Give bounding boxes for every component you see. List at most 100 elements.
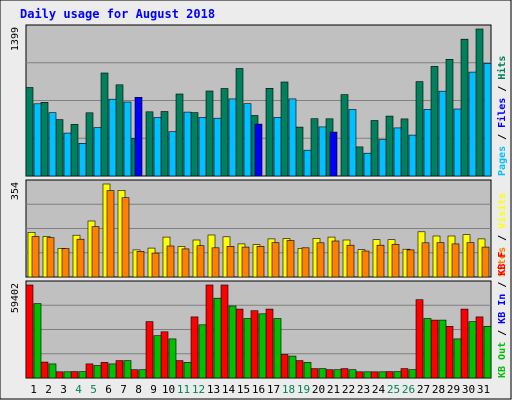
bar-sites-day-4 [76, 238, 85, 278]
bar-hits-day-13 [205, 90, 214, 177]
bar-kb-out-day-15 [243, 318, 252, 379]
bar-kb-out-day-11 [183, 362, 192, 379]
x-tick-label-day-27: 27 [417, 383, 430, 396]
bar-hits-day-29 [445, 58, 454, 177]
bar-sites-day-22 [346, 244, 355, 278]
y-axis-max-label: 59402 [10, 283, 21, 313]
bar-kb-out-day-30 [468, 321, 477, 379]
bar-pages-day-9 [153, 117, 162, 177]
legend-entry-kb-f: KB F [497, 252, 508, 276]
bar-kb-out-day-16 [258, 313, 267, 379]
bar-kb-out-day-6 [108, 363, 117, 379]
series-hits [25, 28, 484, 177]
x-tick-label-day-17: 17 [267, 383, 280, 396]
bar-sites-day-23 [361, 250, 370, 278]
bar-kb-f-day-13 [205, 284, 214, 379]
bar-kb-f-day-25 [385, 371, 394, 379]
bar-kb-out-day-2 [48, 363, 57, 379]
x-tick-label-day-28: 28 [432, 383, 445, 396]
bar-kb-f-day-24 [370, 371, 379, 379]
legend-separator: / [497, 80, 508, 98]
bar-pages-day-28 [438, 90, 447, 177]
x-tick-label-day-20: 20 [312, 383, 325, 396]
bar-kb-out-day-26 [408, 369, 417, 379]
bar-kb-out-day-9 [153, 335, 162, 379]
bar-sites-day-2 [46, 237, 55, 278]
bar-pages-day-31 [483, 63, 492, 177]
bar-files-day-21 [329, 131, 338, 177]
bar-kb-out-day-4 [78, 371, 87, 379]
bar-sites-day-28 [436, 242, 445, 278]
bar-pages-day-22 [348, 109, 357, 177]
x-tick-label-day-7: 7 [120, 383, 127, 396]
x-tick-label-day-19: 19 [297, 383, 310, 396]
bar-sites-day-19 [301, 247, 310, 278]
x-tick-label-day-25: 25 [387, 383, 400, 396]
bar-pages-day-14 [228, 98, 237, 177]
bar-pages-day-19 [303, 149, 312, 177]
bar-pages-day-23 [363, 152, 372, 177]
bar-kb-f-day-6 [100, 362, 109, 379]
bar-kb-out-day-21 [333, 369, 342, 379]
x-tick-label-day-1: 1 [30, 383, 37, 396]
bar-kb-f-day-30 [460, 308, 469, 379]
legend-entry-visits: Visits [496, 193, 508, 229]
bar-kb-out-day-27 [423, 318, 432, 379]
bar-kb-out-day-7 [123, 360, 132, 379]
bar-sites-day-9 [151, 252, 160, 278]
x-tick-label-day-26: 26 [402, 383, 415, 396]
y-axis-max-label: 354 [10, 182, 21, 200]
bar-files-day-8 [134, 97, 143, 177]
bar-kb-f-day-9 [145, 321, 154, 379]
bar-hits-day-15 [235, 68, 244, 177]
bar-sites-day-10 [166, 245, 175, 278]
bar-sites-day-27 [421, 242, 430, 278]
bar-kb-f-day-4 [70, 371, 79, 379]
bar-kb-out-day-10 [168, 338, 177, 379]
bar-sites-day-5 [91, 226, 100, 278]
x-tick-label-day-2: 2 [45, 383, 52, 396]
bar-kb-out-day-13 [213, 297, 222, 379]
bar-sites-day-12 [196, 245, 205, 278]
x-tick-label-day-31: 31 [477, 383, 490, 396]
x-tick-label-day-18: 18 [282, 383, 295, 396]
bar-kb-out-day-19 [303, 362, 312, 379]
bar-sites-day-21 [331, 240, 340, 278]
bar-hits-day-10 [160, 111, 169, 177]
bar-kb-f-day-15 [235, 308, 244, 379]
bar-hits-day-14 [220, 88, 229, 177]
legend: KB Out / KB In / KB F [497, 252, 508, 378]
bar-hits-day-17 [265, 88, 274, 177]
bar-pages-day-18 [288, 98, 297, 177]
bar-sites-day-30 [466, 242, 475, 278]
bar-pages-day-1 [33, 103, 42, 177]
bar-pages-day-25 [393, 127, 402, 177]
series-kb-out [33, 297, 492, 379]
bar-hits-day-30 [460, 38, 469, 177]
bar-kb-out-day-3 [63, 371, 72, 379]
bar-sites-day-15 [241, 246, 250, 278]
bar-hits-day-7 [115, 84, 124, 177]
bar-kb-f-day-22 [340, 368, 349, 379]
bar-kb-f-day-11 [175, 360, 184, 379]
bar-hits-day-11 [175, 93, 184, 177]
x-tick-label-day-14: 14 [222, 383, 236, 396]
bar-hits-day-3 [55, 119, 64, 177]
bar-kb-out-day-18 [288, 355, 297, 379]
x-tick-label-day-9: 9 [150, 383, 157, 396]
bar-pages-day-26 [408, 134, 417, 177]
bar-pages-day-20 [318, 126, 327, 177]
legend: Sites / Visits [496, 193, 508, 277]
y-axis-max-label: 1399 [10, 27, 21, 51]
x-tick-label-day-11: 11 [177, 383, 190, 396]
bar-kb-out-day-29 [453, 338, 462, 379]
legend-entry-pages: Pages [497, 146, 508, 176]
bar-pages-day-6 [108, 98, 117, 177]
x-tick-label-day-30: 30 [462, 383, 475, 396]
bar-kb-out-day-23 [363, 371, 372, 379]
bar-sites-day-17 [271, 242, 280, 278]
bar-pages-day-10 [168, 131, 177, 177]
bar-hits-day-28 [430, 66, 439, 177]
bar-hits-day-2 [40, 102, 49, 177]
legend-entry-kb-in: KB In [497, 294, 508, 324]
